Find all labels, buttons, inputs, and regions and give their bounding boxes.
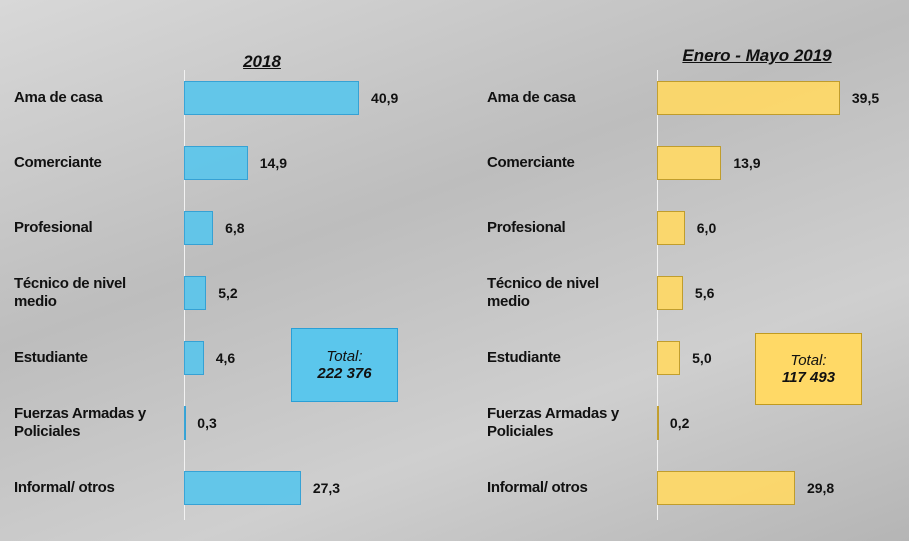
total-value: 117 493	[782, 369, 835, 386]
total-box: Total:117 493	[755, 333, 862, 405]
value-label: 6,8	[225, 218, 244, 238]
bar	[184, 146, 248, 180]
value-label: 6,0	[697, 218, 716, 238]
value-label: 5,2	[218, 283, 237, 303]
chart-title: 2018	[152, 52, 372, 72]
bar	[657, 341, 680, 375]
total-label: Total:	[790, 352, 826, 369]
value-label: 5,6	[695, 283, 714, 303]
bar	[184, 406, 186, 440]
bar	[184, 276, 206, 310]
bar	[657, 81, 840, 115]
value-label: 0,2	[670, 413, 689, 433]
value-label: 29,8	[807, 478, 834, 498]
value-label: 40,9	[371, 88, 398, 108]
value-label: 13,9	[733, 153, 760, 173]
value-label: 0,3	[197, 413, 216, 433]
total-label: Total:	[326, 348, 362, 365]
total-box: Total:222 376	[291, 328, 398, 402]
chart-title: Enero - Mayo 2019	[647, 46, 867, 66]
category-label: Comerciante	[14, 143, 164, 183]
category-label: Fuerzas Armadas y Policiales	[487, 403, 637, 443]
value-label: 5,0	[692, 348, 711, 368]
bar	[657, 146, 721, 180]
total-value: 222 376	[317, 365, 371, 382]
value-label: 39,5	[852, 88, 879, 108]
category-label: Informal/ otros	[487, 468, 637, 508]
category-label: Estudiante	[487, 338, 637, 378]
category-label: Fuerzas Armadas y Policiales	[14, 403, 164, 443]
bar	[184, 341, 204, 375]
category-label: Profesional	[14, 208, 164, 248]
category-label: Comerciante	[487, 143, 637, 183]
bar	[184, 81, 359, 115]
value-label: 4,6	[216, 348, 235, 368]
category-label: Informal/ otros	[14, 468, 164, 508]
infographic: 2018 Ama de casa 40,9 Comerciante 14,9 Profes…	[0, 0, 909, 541]
bar	[184, 211, 213, 245]
category-label: Ama de casa	[14, 78, 164, 118]
category-label: Técnico de nivel medio	[14, 273, 164, 313]
bar	[657, 471, 795, 505]
category-label: Técnico de nivel medio	[487, 273, 637, 313]
bar	[657, 276, 683, 310]
bar	[657, 211, 685, 245]
category-label: Ama de casa	[487, 78, 637, 118]
bar	[657, 406, 659, 440]
bar	[184, 471, 301, 505]
category-label: Estudiante	[14, 338, 164, 378]
value-label: 27,3	[313, 478, 340, 498]
value-label: 14,9	[260, 153, 287, 173]
category-label: Profesional	[487, 208, 637, 248]
